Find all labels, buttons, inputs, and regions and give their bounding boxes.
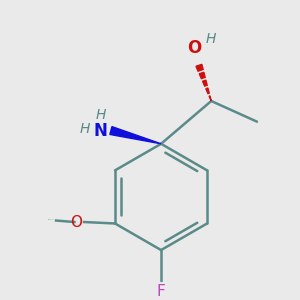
Text: N: N	[94, 122, 107, 140]
Polygon shape	[202, 80, 207, 86]
Polygon shape	[209, 96, 211, 101]
Polygon shape	[196, 64, 203, 71]
Text: O: O	[187, 39, 201, 57]
Polygon shape	[110, 127, 161, 144]
Polygon shape	[206, 88, 209, 94]
Text: H: H	[80, 122, 90, 136]
Text: H: H	[95, 108, 106, 122]
Text: F: F	[157, 284, 165, 299]
Polygon shape	[199, 72, 205, 79]
Text: O: O	[70, 214, 83, 230]
Text: H: H	[206, 32, 216, 46]
Text: methoxy: methoxy	[48, 219, 55, 220]
